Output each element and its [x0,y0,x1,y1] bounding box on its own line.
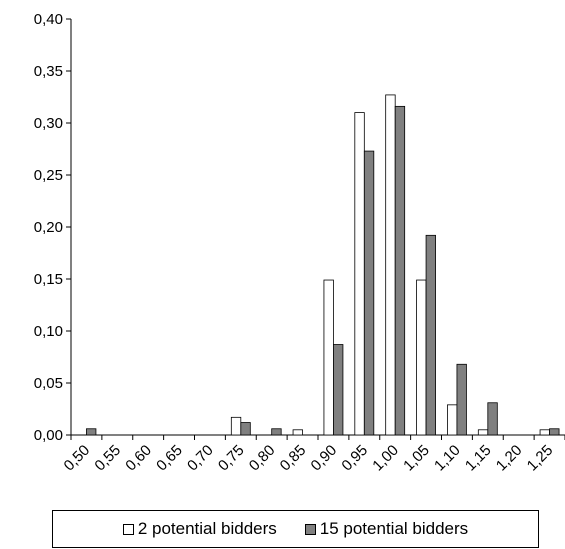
bar-series-2-0,75 [240,422,251,436]
y-tick-label: 0,10 [34,323,63,340]
y-axis: 0,00 0,05 0,10 0,15 0,20 0,25 0,30 0,35 0,40 [34,11,72,444]
bar-series-2-1,10 [456,363,467,436]
x-tick-label: 0,85 [277,442,310,475]
x-tick-label: 1,15 [462,442,495,475]
bar-series-2-1,15 [487,402,498,436]
y-tick-label: 0,05 [34,375,63,392]
legend-item-series-1: 2 potential bidders [122,519,277,539]
x-tick-label: 0,55 [91,442,124,475]
legend-label-series-2: 15 potential bidders [319,519,469,538]
y-tick-label: 0,30 [34,115,63,132]
bar-series-1-1,25 [539,429,550,436]
bar-series-1-1,00 [385,94,396,436]
x-tick-label: 1,20 [493,442,526,475]
bar-series-2-0,50 [86,428,97,436]
bar-series-1-0,95 [354,112,365,436]
x-tick-label: 0,75 [215,442,248,475]
y-tick-label: 0,25 [34,167,63,184]
x-tick-label: 0,50 [61,442,94,475]
bar-series-2-1,05 [425,234,436,436]
bar-series-2-1,00 [394,105,406,436]
x-tick-label: 0,65 [153,442,186,475]
y-tick-label: 0,20 [34,219,63,236]
bar-series-1-0,85 [292,429,303,436]
bar-series-1-1,10 [447,404,458,436]
bar-series-2-1,25 [549,428,560,436]
legend-swatch-series-2 [304,523,316,535]
bar-chart: 0,00 0,05 0,10 0,15 0,20 0,25 0,30 0,35 0,40 0,5… [34,11,565,475]
bar-series-2-0,80 [271,428,282,436]
bar-series-1-0,90 [323,279,334,436]
y-tick-label: 0,40 [34,11,63,28]
bar-series-2-0,90 [333,344,344,436]
legend: 2 potential bidders 15 potential bidders [52,510,539,548]
x-tick-label: 0,70 [184,442,217,475]
x-tick-label: 0,95 [338,442,371,475]
x-tick-label: 1,00 [369,442,402,475]
y-tick-label: 0,00 [34,427,63,444]
legend-item-series-2: 15 potential bidders [304,519,469,539]
y-tick-label: 0,15 [34,271,63,288]
bar-series-1-1,05 [416,279,427,436]
bar-series-2-0,95 [363,150,375,436]
x-axis: 0,500,550,600,650,700,750,800,850,900,95… [61,434,565,475]
legend-label-series-1: 2 potential bidders [137,519,277,538]
bar-series-1-0,75 [230,416,242,436]
x-tick-label: 1,10 [431,442,464,475]
legend-swatch-series-1 [122,523,134,535]
x-tick-label: 1,25 [524,442,557,475]
x-tick-label: 0,90 [308,442,341,475]
x-tick-label: 0,80 [246,442,279,475]
x-tick-label: 1,05 [400,442,433,475]
y-tick-label: 0,35 [34,63,63,80]
bars [86,94,560,436]
x-tick-label: 0,60 [122,442,155,475]
bar-series-1-1,15 [477,429,489,436]
